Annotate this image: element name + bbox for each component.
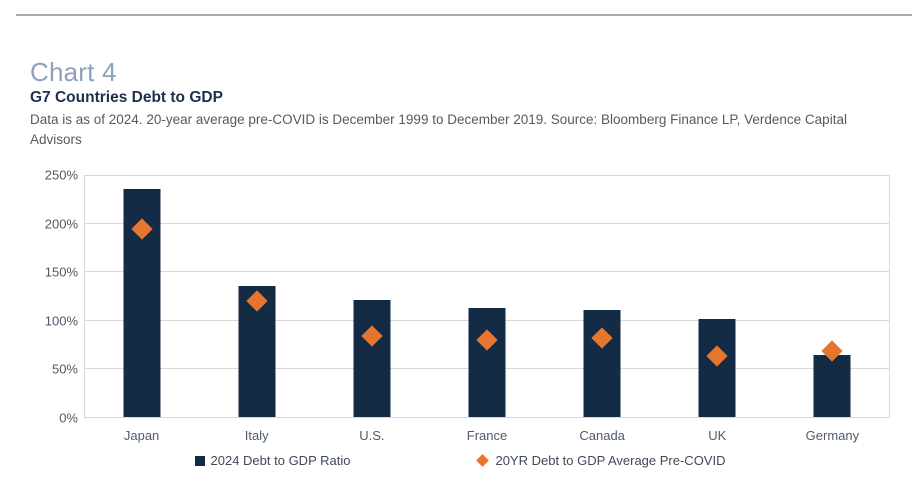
x-axis-label: Canada [579,428,625,443]
x-axis-labels: Japan Italy U.S. France Canada UK Germany [84,428,890,443]
y-axis-label: 50% [51,361,78,377]
gridline [85,223,889,225]
x-axis-label: Japan [123,428,160,443]
bar-us [353,300,391,417]
y-axis-label: 100% [44,313,78,329]
chart-subtitle: Data is as of 2024. 20-year average pre-… [30,112,847,147]
chart-title: G7 Countries Debt to GDP [30,89,223,106]
x-axis-label: France [466,428,508,443]
gridline [85,271,889,273]
x-axis-label: UK [708,428,727,443]
chart-legend: 2024 Debt to GDP Ratio 20YR Debt to GDP A… [0,453,920,468]
y-axis-label: 150% [44,264,78,280]
y-axis: 0% 50% 100% 150% 200% 250% [0,168,78,426]
chart-number-label: Chart 4 [30,57,117,87]
x-axis-label: Italy [244,428,269,443]
legend-label: 20YR Debt to GDP Average Pre-COVID [495,453,726,468]
bar-canada [583,310,621,417]
legend-item: 20YR Debt to GDP Average Pre-COVID [476,453,725,468]
legend-diamond-icon [476,454,490,467]
bar-france [468,308,506,417]
y-axis-label: 250% [44,167,78,183]
bar-uk [698,318,736,417]
y-axis-label: 0% [59,410,78,426]
y-axis-label: 200% [44,216,78,232]
legend-label: 2024 Debt to GDP Ratio [210,453,351,468]
top-divider-rule [16,14,912,16]
x-axis-label: Germany [805,428,860,443]
legend-item: 2024 Debt to GDP Ratio [194,453,351,468]
legend-square-icon [194,455,205,466]
plot-area [84,175,890,418]
bar-germany [813,355,851,417]
x-axis-label: U.S. [359,428,385,443]
